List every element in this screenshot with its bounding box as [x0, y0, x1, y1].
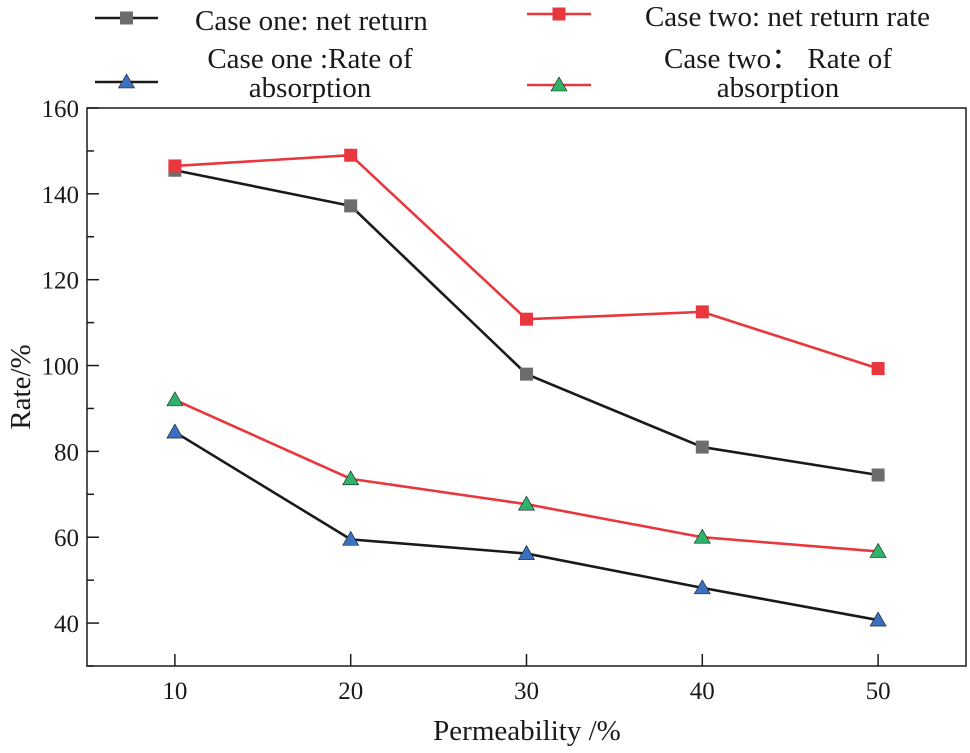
y-tick-label: 100 [42, 354, 80, 381]
series-3 [166, 423, 887, 627]
data-point [695, 305, 709, 319]
data-point [869, 542, 887, 558]
x-tick-label: 20 [338, 678, 363, 705]
legend-marker [117, 73, 136, 89]
data-point [517, 544, 536, 560]
data-point [869, 611, 887, 627]
data-point [517, 495, 536, 511]
series-group [166, 148, 887, 627]
data-point [693, 528, 711, 544]
y-tick-label: 140 [42, 182, 80, 209]
x-tick-label: 50 [866, 678, 891, 705]
x-tick-label: 30 [514, 678, 539, 705]
data-point [695, 440, 709, 454]
y-axis-title: Rate/% [5, 344, 37, 429]
y-tick-label: 60 [54, 525, 79, 552]
data-point [871, 468, 885, 482]
series-4 [166, 391, 887, 558]
legend-label: Case two: net return rate [645, 1, 930, 33]
x-axis: 10 20 30 40 50 [162, 654, 891, 705]
data-point [166, 391, 184, 407]
x-tick-label: 10 [162, 678, 187, 705]
y-tick-label: 80 [54, 439, 79, 466]
y-tick-label: 120 [42, 268, 80, 295]
legend-marker [120, 11, 133, 25]
data-point [342, 470, 360, 486]
axes: 40 60 80 100 120 140 160 10 20 30 40 50 Permeabili… [5, 96, 967, 747]
legend-label: Case one: net return [195, 5, 428, 37]
legend-entry-1: Case one: net return [95, 5, 428, 37]
data-point [520, 367, 533, 381]
data-point [344, 199, 358, 213]
legend-label: absorption [249, 72, 372, 104]
data-point [520, 312, 533, 326]
legend-marker [552, 7, 566, 21]
series-line [174, 153, 879, 370]
series-2 [168, 148, 885, 376]
series-line [174, 430, 879, 622]
y-axis: 40 60 80 100 120 140 160 [42, 96, 99, 667]
data-point [871, 362, 885, 376]
plot-frame [86, 107, 967, 667]
legend-label: absorption [717, 72, 840, 104]
series-line [174, 398, 879, 553]
x-tick-label: 40 [690, 678, 715, 705]
y-tick-label: 160 [42, 96, 80, 123]
legend-entry-2: Case two: net return rate [527, 1, 930, 33]
data-point [342, 530, 360, 546]
data-point [168, 159, 182, 173]
x-axis-title: Permeability /% [433, 715, 621, 747]
data-point [344, 148, 358, 162]
legend-label: Case one :Rate of [207, 43, 413, 75]
y-tick-label: 40 [54, 611, 79, 638]
legend-label: Case two： Rate of [664, 43, 892, 75]
data-point [693, 579, 711, 595]
legend-marker [550, 76, 568, 92]
legend: Case one: net return Case two: net return… [95, 1, 930, 104]
data-point [166, 423, 184, 439]
